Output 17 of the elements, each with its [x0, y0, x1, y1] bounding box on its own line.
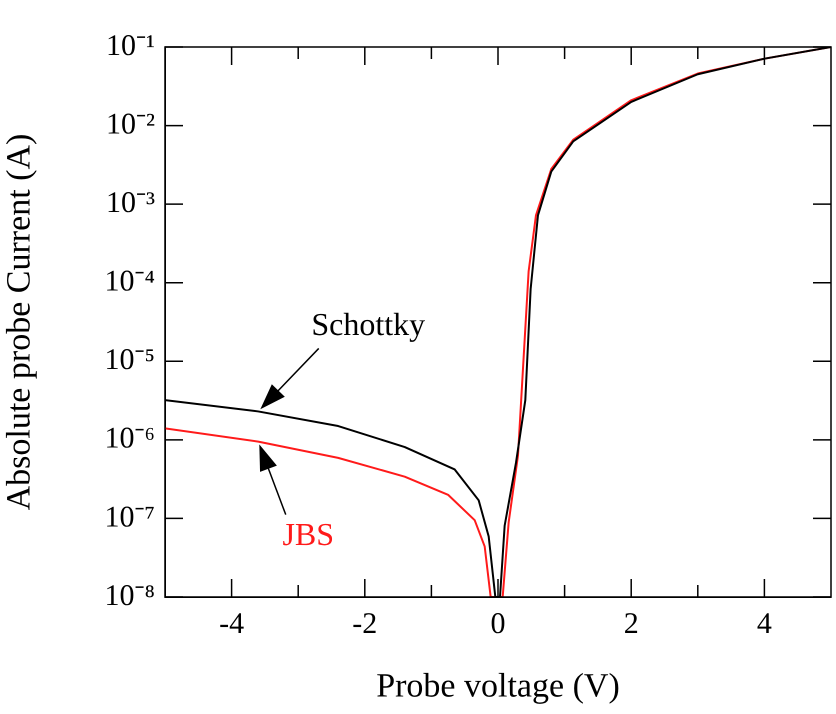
y-tick-label: 10⁻⁶ [104, 422, 155, 455]
y-tick-label: 10⁻² [106, 107, 155, 140]
x-tick-label: -4 [219, 606, 244, 640]
y-tick-label: 10⁻¹ [106, 28, 155, 62]
y-tick-label: 10⁻³ [106, 186, 155, 220]
x-tick-label: 0 [490, 606, 506, 640]
annotation: JBS [282, 516, 334, 552]
x-tick-label: -2 [352, 606, 378, 640]
y-tick-label: 10⁻⁴ [104, 264, 155, 298]
y-tick-label: 10⁻⁵ [104, 343, 155, 376]
y-tick-label: 10⁻⁸ [104, 578, 155, 612]
x-axis-title: Probe voltage (V) [376, 668, 620, 705]
x-tick-label: 4 [756, 606, 772, 640]
y-axis-title: Absolute probe Current (A) [0, 134, 38, 510]
annotation: Schottky [311, 306, 426, 342]
y-tick-label: 10⁻⁷ [104, 500, 155, 534]
x-tick-label: 2 [624, 606, 639, 640]
